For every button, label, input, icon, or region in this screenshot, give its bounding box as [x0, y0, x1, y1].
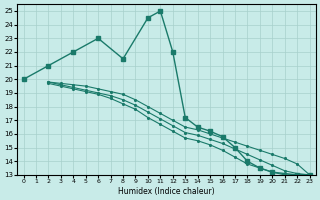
X-axis label: Humidex (Indice chaleur): Humidex (Indice chaleur)	[118, 187, 215, 196]
